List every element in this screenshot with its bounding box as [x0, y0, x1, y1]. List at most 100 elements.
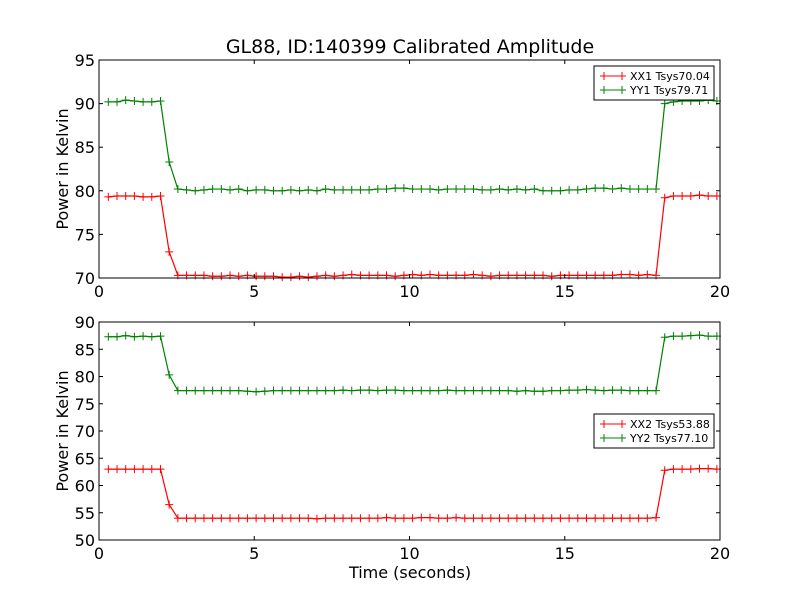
- bottom-data-point: [304, 514, 313, 523]
- top-data-point: [373, 185, 382, 194]
- bottom-data-point: [139, 332, 148, 341]
- bottom-data-point: [104, 465, 113, 474]
- top-data-point: [469, 185, 478, 194]
- bottom-data-point: [425, 513, 434, 522]
- bottom-data-point: [443, 386, 452, 395]
- top-data-point: [260, 185, 269, 194]
- top-data-point: [226, 185, 235, 194]
- bottom-data-point: [425, 386, 434, 395]
- bottom-data-point: [530, 387, 539, 396]
- bottom-data-point: [634, 514, 643, 523]
- bottom-data-point: [434, 514, 443, 523]
- top-legend-box: [593, 65, 715, 101]
- bottom-data-point: [599, 514, 608, 523]
- bottom-data-point: [373, 514, 382, 523]
- top-data-point: [121, 96, 130, 105]
- bottom-data-point: [234, 514, 243, 523]
- top-legend-marker: [600, 72, 626, 80]
- top-data-point: [113, 97, 122, 106]
- top-data-point: [269, 272, 278, 281]
- top-data-point: [278, 273, 287, 282]
- bottom-data-point: [504, 514, 513, 523]
- bottom-data-point: [173, 386, 182, 395]
- bottom-data-point: [304, 386, 313, 395]
- bottom-data-point: [217, 514, 226, 523]
- top-data-point: [295, 272, 304, 281]
- top-data-point: [643, 270, 652, 279]
- top-data-point: [608, 185, 617, 194]
- top-data-point: [678, 192, 687, 201]
- bottom-data-point: [608, 514, 617, 523]
- bottom-data-point: [121, 465, 130, 474]
- bottom-data-point: [669, 465, 678, 474]
- bottom-data-point: [321, 514, 330, 523]
- top-data-point: [330, 272, 339, 281]
- bottom-data-point: [565, 514, 574, 523]
- bottom-data-point: [295, 514, 304, 523]
- top-data-point: [139, 192, 148, 201]
- bottom-data-point: [226, 514, 235, 523]
- bottom-data-point: [147, 465, 156, 474]
- bottom-data-point: [504, 386, 513, 395]
- bottom-data-point: [330, 386, 339, 395]
- bottom-data-point: [460, 514, 469, 523]
- bottom-legend-marker: [600, 434, 626, 442]
- top-legend-label: YY1 Tsys79.71: [629, 84, 708, 97]
- bottom-data-point: [321, 386, 330, 395]
- top-data-point: [217, 185, 226, 194]
- bottom-data-point: [539, 387, 548, 396]
- bottom-data-point: [104, 332, 113, 341]
- top-data-point: [208, 272, 217, 281]
- top-data-point: [582, 185, 591, 194]
- top-data-point: [547, 186, 556, 195]
- top-x-tick-label: 10: [399, 282, 419, 301]
- bottom-data-point: [130, 465, 139, 474]
- top-data-point: [460, 185, 469, 194]
- top-data-point: [113, 192, 122, 201]
- bottom-data-point: [686, 331, 695, 340]
- top-data-point: [295, 186, 304, 195]
- bottom-data-point: [591, 386, 600, 395]
- bottom-data-point: [625, 386, 634, 395]
- bottom-data-point: [278, 514, 287, 523]
- bottom-data-point: [208, 514, 217, 523]
- bottom-data-point: [382, 513, 391, 522]
- top-data-point: [425, 270, 434, 279]
- bottom-data-point: [434, 386, 443, 395]
- top-data-point: [617, 184, 626, 193]
- top-data-point: [234, 272, 243, 281]
- top-data-point: [269, 186, 278, 195]
- top-data-point: [173, 185, 182, 194]
- top-data-point: [130, 192, 139, 201]
- top-data-point: [156, 192, 165, 201]
- bottom-data-point: [695, 331, 704, 340]
- bottom-data-point: [486, 514, 495, 523]
- bottom-data-point: [347, 514, 356, 523]
- top-data-point: [486, 272, 495, 281]
- bottom-data-point: [356, 514, 365, 523]
- bottom-data-point: [286, 386, 295, 395]
- bottom-data-point: [530, 514, 539, 523]
- bottom-data-point: [365, 386, 374, 395]
- top-data-point: [130, 96, 139, 105]
- bottom-data-point: [678, 332, 687, 341]
- top-y-tick-label: 90: [75, 95, 95, 114]
- bottom-data-point: [573, 386, 582, 395]
- bottom-data-point: [643, 386, 652, 395]
- bottom-data-point: [686, 465, 695, 474]
- bottom-data-point: [356, 386, 365, 395]
- bottom-data-point: [660, 466, 669, 475]
- top-data-point: [399, 184, 408, 193]
- bottom-data-point: [678, 465, 687, 474]
- bottom-data-point: [347, 386, 356, 395]
- top-y-axis-label: Power in Kelvin: [53, 108, 72, 229]
- bottom-data-point: [652, 386, 661, 395]
- top-data-point: [686, 192, 695, 201]
- bottom-data-point: [617, 514, 626, 523]
- bottom-data-point: [512, 514, 521, 523]
- top-data-point: [243, 186, 252, 195]
- top-data-point: [495, 185, 504, 194]
- top-data-point: [191, 186, 200, 195]
- bottom-data-point: [573, 514, 582, 523]
